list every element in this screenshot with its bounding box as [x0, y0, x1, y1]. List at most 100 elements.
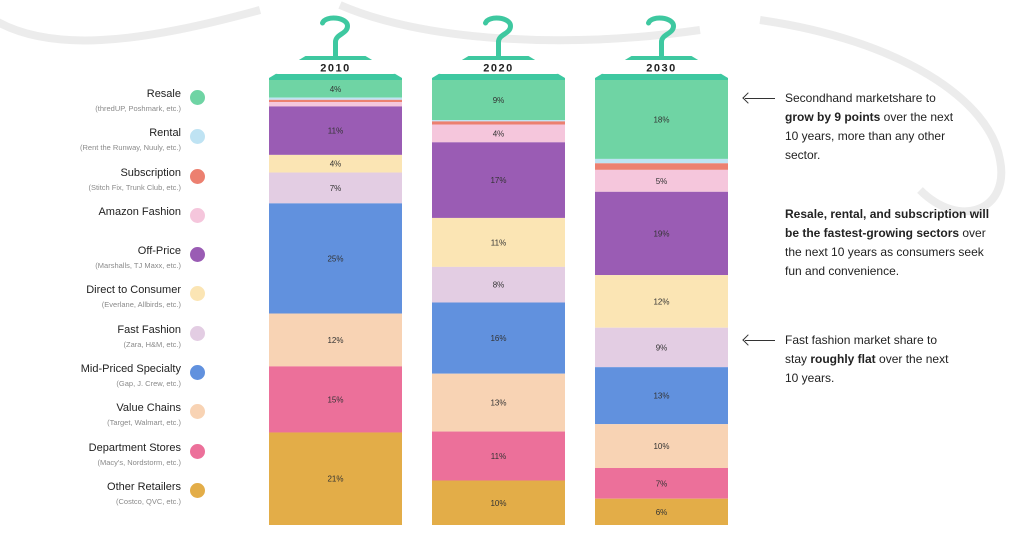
data-label: 11% — [328, 127, 343, 136]
legend-item: Rental (Rent the Runway, Nuuly, etc.) — [20, 127, 205, 166]
legend-label: Other Retailers — [107, 480, 181, 493]
bar-segment — [595, 169, 728, 192]
arrow-resale — [745, 98, 775, 99]
bar-segment — [595, 424, 728, 469]
hanger-hook-icon — [483, 15, 514, 61]
legend-swatch — [190, 482, 205, 498]
legend-sublabel: (Everlane, Allbirds, etc.) — [101, 300, 181, 310]
legend-item: Amazon Fashion — [20, 206, 205, 245]
data-label: 4% — [493, 129, 505, 138]
bar-segment — [432, 142, 565, 218]
annotation-resale-growth: Secondhand marketshare to grow by 9 poin… — [785, 91, 954, 162]
bar-segment — [432, 266, 565, 303]
bar-segment — [269, 106, 402, 155]
data-label: 6% — [656, 508, 668, 517]
bar-segment — [432, 80, 565, 121]
legend: Resale (thredUP, Poshmark, etc.) Rental (Re… — [20, 88, 205, 520]
legend-item: Off-Price (Marshalls, TJ Maxx, etc.) — [20, 245, 205, 284]
legend-label: Fast Fashion — [117, 323, 181, 336]
annotation-fastest-growing: Resale, rental, and subscription will be… — [785, 207, 990, 278]
legend-sublabel: (Costco, QVC, etc.) — [115, 496, 181, 506]
data-label: 12% — [327, 336, 343, 345]
data-label: 12% — [653, 297, 669, 306]
year-label: 2010 — [320, 63, 350, 75]
bar-segment — [595, 163, 728, 170]
data-label: 8% — [493, 281, 505, 290]
legend-swatch — [190, 247, 205, 263]
data-label: 5% — [656, 177, 668, 186]
bar-segment — [432, 302, 565, 374]
legend-label: Off-Price — [137, 245, 181, 258]
bar-segment — [269, 366, 402, 433]
legend-label: Resale — [146, 88, 181, 100]
bar-segment — [595, 498, 728, 525]
bar-segment — [432, 120, 565, 122]
bar-segment — [432, 431, 565, 481]
hanger-label-bg — [434, 60, 563, 74]
hanger-label-bg — [271, 60, 400, 74]
legend-item: Subscription (Stitch Fix, Trunk Club, etc… — [20, 167, 205, 206]
annotation-fast-fashion-flat: Fast fashion market share to stay roughl… — [785, 333, 949, 385]
bar-segment — [269, 99, 402, 103]
legend-swatch — [190, 129, 205, 145]
bar-segment — [595, 367, 728, 425]
bar-segment — [432, 124, 565, 143]
bar-segment — [595, 80, 728, 159]
bar-segment — [595, 158, 728, 164]
legend-item: Fast Fashion (Zara, H&M, etc.) — [20, 324, 205, 363]
bar-segment — [432, 373, 565, 432]
legend-label: Amazon Fashion — [98, 205, 181, 218]
bar-segment — [269, 80, 402, 98]
legend-item: Other Retailers (Costco, QVC, etc.) — [20, 481, 205, 520]
year-label: 2020 — [483, 63, 513, 75]
bar-segment — [595, 191, 728, 276]
bar-segment — [269, 154, 402, 173]
data-label: 10% — [653, 442, 669, 451]
data-label: 4% — [330, 160, 342, 169]
legend-sublabel: (Gap, J. Crew, etc.) — [116, 379, 181, 389]
legend-sublabel: (Macy's, Nordstorm, etc.) — [97, 457, 181, 467]
data-label: 19% — [653, 229, 669, 238]
legend-swatch — [190, 286, 205, 302]
bar-segment — [269, 172, 402, 204]
bar-segment — [269, 97, 402, 100]
bar-segment — [269, 313, 402, 367]
legend-swatch — [190, 365, 205, 381]
bar-segment — [269, 432, 402, 525]
data-label: 25% — [327, 254, 343, 263]
legend-sublabel: (thredUP, Poshmark, etc.) — [95, 104, 181, 113]
data-label: 10% — [490, 499, 506, 508]
data-label: 9% — [493, 96, 505, 105]
data-label: 7% — [656, 479, 668, 488]
legend-swatch — [190, 404, 205, 420]
data-label: 9% — [656, 343, 668, 352]
data-label: 17% — [490, 176, 506, 185]
data-label: 18% — [653, 115, 669, 124]
data-label: 11% — [491, 452, 506, 461]
bar-segment — [595, 275, 728, 328]
hanger-label-bg — [597, 60, 726, 74]
legend-item: Direct to Consumer (Everlane, Allbirds, e… — [20, 284, 205, 323]
legend-item: Resale (thredUP, Poshmark, etc.) — [20, 88, 205, 127]
legend-item: Mid-Priced Specialty (Gap, J. Crew, etc.) — [20, 363, 205, 402]
legend-swatch — [190, 443, 205, 459]
data-label: 13% — [490, 399, 506, 408]
legend-sublabel: (Marshalls, TJ Maxx, etc.) — [95, 261, 181, 271]
bar-segment — [269, 102, 402, 107]
bar-segment — [432, 217, 565, 267]
data-label: 21% — [327, 475, 343, 484]
data-label: 13% — [653, 392, 669, 401]
legend-swatch — [190, 207, 205, 223]
bar-segment — [595, 468, 728, 499]
legend-swatch — [190, 168, 205, 184]
legend-label: Subscription — [120, 166, 181, 179]
bar-segment — [269, 203, 402, 314]
legend-label: Mid-Priced Specialty — [80, 363, 181, 376]
bar-segment — [432, 121, 565, 125]
legend-item: Value Chains (Target, Walmart, etc.) — [20, 402, 205, 441]
hanger-hook-icon — [646, 15, 677, 61]
legend-sublabel: (Rent the Runway, Nuuly, etc.) — [79, 143, 181, 153]
bar-segment — [432, 480, 565, 525]
hanger-hook-icon — [320, 15, 351, 61]
